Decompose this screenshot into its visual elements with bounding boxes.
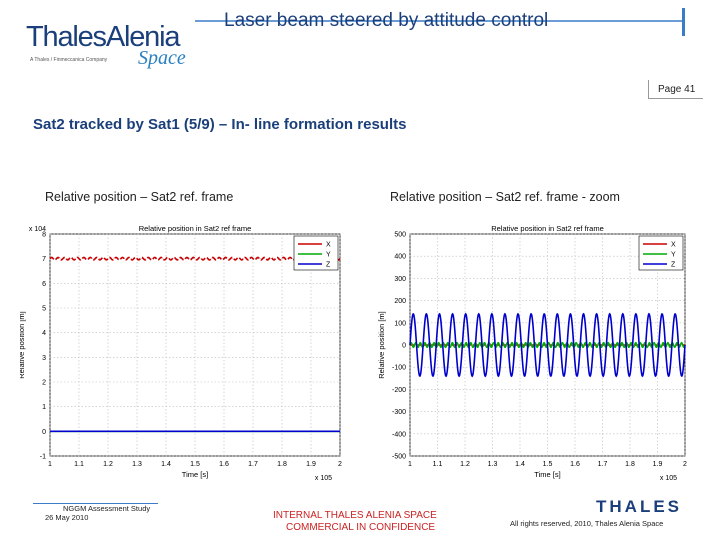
- document-date: 26 May 2010: [45, 513, 89, 522]
- page-number-box: [648, 80, 703, 99]
- chart-relative-position: 1 1.1 1.2 1.3 1.4 1.5 1.6 1.7 1.8 1.9 2 -1 0 1 2 3 4 5 6 7 8…: [20, 224, 342, 480]
- x-tick-label: 1.7: [598, 461, 608, 468]
- company-logo: ThalesAlenia A Thales / Finmeccanica Com…: [22, 18, 197, 74]
- x-tick-label: 1.9: [306, 461, 316, 468]
- legend-box: [293, 235, 339, 271]
- y-tick-label: 0: [402, 343, 406, 350]
- y-tick-label: -300: [392, 409, 406, 416]
- logo-tagline: A Thales / Finmeccanica Company: [30, 57, 108, 63]
- x-tick-label: 1.4: [515, 461, 525, 468]
- y-tick-label: 2: [42, 380, 46, 387]
- y-tick-label: -400: [392, 431, 406, 438]
- x-axis-label: Time [s]: [534, 470, 560, 479]
- footer-divider: [33, 503, 158, 504]
- y-tick-label: 100: [394, 320, 406, 327]
- study-name: NGGM Assessment Study: [63, 504, 151, 513]
- y-axis-label: Relative position [m]: [377, 311, 386, 379]
- y-tick-label: 0: [42, 429, 46, 436]
- x-exponent-label: x 105: [660, 475, 677, 480]
- x-tick-label: 1.8: [277, 461, 287, 468]
- series-line: [409, 312, 686, 378]
- legend-label: X: [326, 242, 331, 249]
- page-title: Laser beam steered by attitude control: [224, 10, 549, 31]
- y-tick-label: 8: [42, 232, 46, 239]
- x-tick-label: 1.3: [488, 461, 498, 468]
- y-tick-label: 7: [42, 256, 46, 263]
- legend-label: Z: [671, 262, 676, 269]
- y-tick-label: 6: [42, 281, 46, 288]
- x-tick-label: 1.4: [161, 461, 171, 468]
- legend-label: Z: [326, 262, 331, 269]
- x-tick-label: 1: [48, 461, 52, 468]
- y-tick-label: -200: [392, 387, 406, 394]
- slide-title: Sat2 tracked by Sat1 (5/9) – In- line fo…: [33, 116, 407, 133]
- y-tick-label: 3: [42, 355, 46, 362]
- y-tick-label: 4: [42, 330, 46, 337]
- x-tick-label: 1.5: [543, 461, 553, 468]
- x-tick-label: 1.8: [625, 461, 635, 468]
- copyright-notice: All rights reserved, 2010, Thales Alenia…: [510, 519, 664, 528]
- x-tick-label: 1.2: [103, 461, 113, 468]
- legend-label: Y: [326, 252, 331, 259]
- logo-space-text: Space: [138, 47, 186, 69]
- y-tick-label: 400: [394, 254, 406, 261]
- x-tick-label: 1.3: [132, 461, 142, 468]
- x-axis-label: Time [s]: [182, 470, 208, 479]
- chart-title: Relative position in Sat2 ref frame: [139, 224, 252, 233]
- x-tick-label: 1.1: [433, 461, 443, 468]
- y-tick-label: -100: [392, 365, 406, 372]
- x-tick-label: 1.5: [190, 461, 200, 468]
- page-number: Page 41: [658, 84, 696, 95]
- chart-title: Relative position in Sat2 ref frame: [491, 224, 604, 233]
- y-tick-label: 300: [394, 276, 406, 283]
- legend-label: X: [671, 242, 676, 249]
- x-tick-label: 1.6: [570, 461, 580, 468]
- x-tick-label: 2: [683, 461, 687, 468]
- y-tick-label: 200: [394, 298, 406, 305]
- chart-relative-position-zoom: 1 1.1 1.2 1.3 1.4 1.5 1.6 1.7 1.8 1.9 2 -500 -400 -30…: [377, 224, 687, 480]
- y-tick-label: 1: [42, 404, 46, 411]
- y-tick-label: -1: [40, 454, 46, 461]
- x-tick-label: 1.9: [653, 461, 663, 468]
- x-tick-label: 1: [408, 461, 412, 468]
- legend-label: Y: [671, 252, 676, 259]
- x-exponent-label: x 105: [315, 475, 332, 480]
- x-tick-label: 1.1: [74, 461, 84, 468]
- left-chart-caption: Relative position – Sat2 ref. frame: [45, 190, 234, 204]
- y-tick-label: -500: [392, 454, 406, 461]
- y-tick-label: 5: [42, 306, 46, 313]
- x-tick-label: 2: [338, 461, 342, 468]
- x-tick-label: 1.2: [460, 461, 470, 468]
- y-exponent-label: x 104: [29, 226, 46, 233]
- y-axis-label: Relative position [m]: [20, 311, 26, 379]
- thales-logo: THALES: [596, 497, 682, 516]
- header-bar: [195, 8, 685, 36]
- plot-area: [49, 233, 341, 457]
- logo-main-text: ThalesAlenia: [26, 21, 180, 53]
- y-tick-label: 500: [394, 232, 406, 239]
- right-chart-caption: Relative position – Sat2 ref. frame - zo…: [390, 190, 620, 204]
- x-tick-label: 1.6: [219, 461, 229, 468]
- confidentiality-line-2: COMMERCIAL IN CONFIDENCE: [286, 522, 436, 533]
- series-line: [49, 256, 341, 261]
- x-tick-label: 1.7: [248, 461, 258, 468]
- legend-box: [638, 235, 684, 271]
- confidentiality-line-1: INTERNAL THALES ALENIA SPACE: [273, 510, 437, 521]
